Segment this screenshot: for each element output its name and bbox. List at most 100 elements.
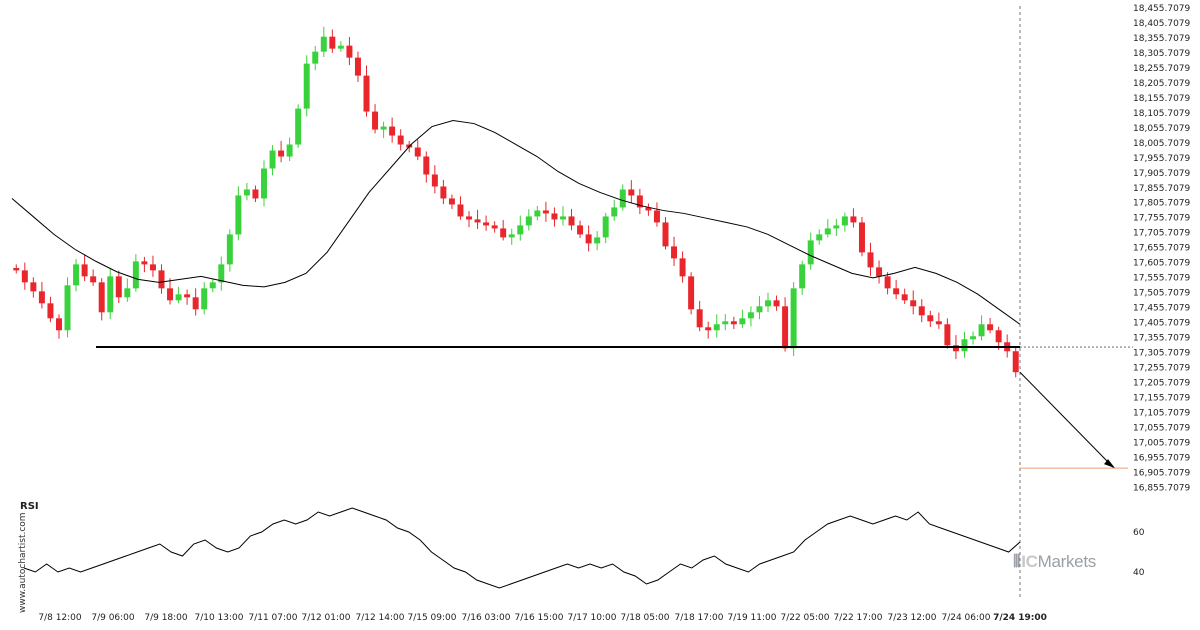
candle-body (474, 219, 481, 223)
candle-body (73, 264, 80, 286)
candle-body (491, 225, 498, 229)
candle-body (201, 288, 208, 310)
candle-body (773, 300, 780, 307)
time-tick-label: 7/24 06:00 (941, 613, 990, 623)
candle-body (295, 108, 302, 145)
price-tick-label: 18,255.7079 (1133, 64, 1191, 74)
levels-layer (96, 6, 1133, 600)
candle-body (952, 345, 959, 352)
candle-body (107, 276, 114, 313)
candle-body (696, 309, 703, 328)
rsi-title: RSI (20, 501, 39, 512)
candle-body (927, 315, 934, 322)
brand-name: Markets (1037, 552, 1097, 571)
time-tick-label: 7/8 12:00 (38, 613, 82, 623)
candle-body (252, 189, 259, 199)
candle-body (628, 189, 635, 196)
candle-body (662, 222, 669, 247)
candle-body (1012, 351, 1019, 373)
candle-body (243, 189, 250, 196)
time-tick-label: 7/18 17:00 (674, 613, 723, 623)
time-tick-label: 7/23 12:00 (887, 613, 936, 623)
candle-body (602, 216, 609, 238)
time-tick-label: 7/24 19:00 (993, 613, 1047, 623)
candle-body (483, 222, 490, 226)
candle-body (312, 51, 319, 64)
price-tick-label: 17,105.7079 (1133, 408, 1191, 418)
candle-body (286, 144, 293, 157)
candle-body (824, 228, 831, 235)
price-tick-label: 18,005.7079 (1133, 139, 1191, 149)
price-tick-label: 18,405.7079 (1133, 19, 1191, 29)
candle-body (303, 63, 310, 109)
candle-body (90, 276, 97, 283)
candle-body (611, 207, 618, 217)
time-tick-label: 7/22 17:00 (833, 613, 882, 623)
candle-body (534, 210, 541, 217)
price-tick-label: 17,905.7079 (1133, 169, 1191, 179)
candle-body (414, 147, 421, 157)
candle-body (910, 300, 917, 307)
price-tick-label: 18,455.7079 (1133, 4, 1191, 14)
candle-body (705, 327, 712, 331)
moving-average-layer (11, 120, 1021, 325)
time-tick-label: 7/9 18:00 (144, 613, 188, 623)
time-tick-label: 7/11 07:00 (248, 613, 297, 623)
candle-body (799, 264, 806, 289)
candle-body (722, 321, 729, 325)
candle-body (542, 210, 549, 214)
price-tick-label: 17,205.7079 (1133, 379, 1191, 389)
candle-body (671, 246, 678, 259)
candle-body (261, 168, 267, 199)
time-tick-label: 7/12 01:00 (301, 613, 350, 623)
candle-body (278, 150, 285, 157)
candle-body (167, 288, 174, 301)
candle-body (636, 195, 643, 208)
time-tick-label: 7/12 14:00 (355, 613, 404, 623)
candle-body (730, 321, 737, 325)
time-tick-label: 7/18 05:00 (620, 613, 669, 623)
brand-bars-icon: ⦀ (1013, 552, 1021, 571)
forecast-arrow (1019, 371, 1114, 468)
price-tick-label: 18,305.7079 (1133, 49, 1191, 59)
price-axis: 18,455.7079 18,405.7079 18,355.7079 18,305.… (1133, 4, 1191, 493)
candle-body (807, 240, 814, 265)
price-tick-label: 17,555.7079 (1133, 274, 1191, 284)
candle-body (679, 258, 686, 277)
candle-body (21, 270, 28, 283)
candle-body (893, 288, 900, 295)
price-tick-label: 17,705.7079 (1133, 229, 1191, 239)
candle-body (397, 135, 404, 145)
candle-body (124, 288, 131, 298)
price-tick-label: 16,905.7079 (1133, 468, 1191, 478)
price-tick-label: 17,855.7079 (1133, 184, 1191, 194)
candle-body (380, 126, 387, 130)
candle-body (235, 195, 242, 235)
candle-body (269, 150, 276, 169)
candle-body (38, 291, 45, 304)
candle-body (346, 45, 353, 58)
candle-body (141, 261, 148, 265)
candle-body (961, 339, 968, 352)
time-tick-label: 7/16 15:00 (514, 613, 563, 623)
candle-body (218, 264, 225, 283)
candle-body (884, 276, 891, 289)
candle-body (782, 306, 789, 349)
candle-body (525, 216, 532, 226)
candle-body (320, 36, 327, 52)
price-tick-label: 17,005.7079 (1133, 438, 1191, 448)
price-tick-label: 18,105.7079 (1133, 109, 1191, 119)
candle-body (354, 57, 361, 76)
watermark-text: www.autochartist.com (18, 512, 28, 613)
candle-body (149, 264, 156, 271)
candle-body (559, 216, 566, 220)
candle-body (55, 318, 62, 331)
time-tick-label: 7/22 05:00 (780, 613, 829, 623)
candle-body (175, 294, 182, 301)
candle-body (30, 282, 37, 292)
time-tick-label: 7/16 03:00 (461, 613, 510, 623)
candle-body (440, 186, 447, 199)
price-tick-label: 17,255.7079 (1133, 364, 1191, 374)
candle-body (423, 156, 430, 175)
